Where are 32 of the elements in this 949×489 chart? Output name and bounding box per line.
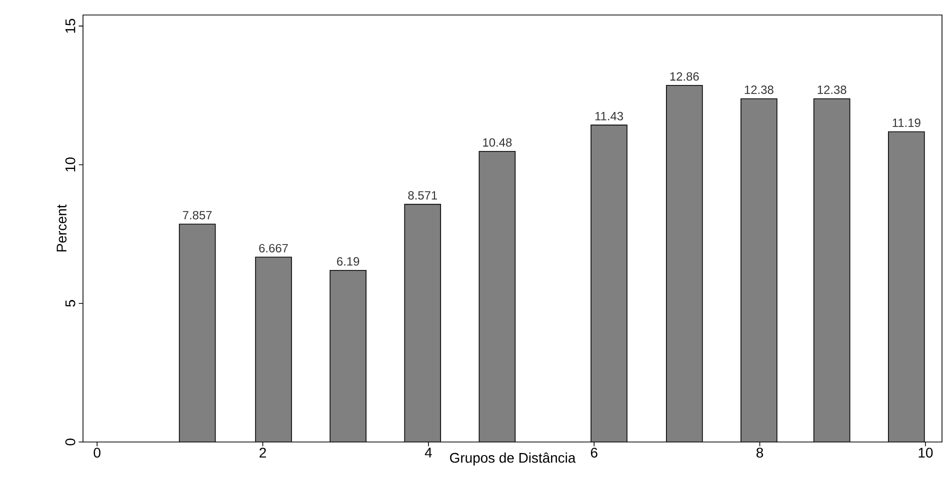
bar bbox=[590, 124, 628, 442]
x-tick-label: 4 bbox=[424, 448, 432, 458]
bar bbox=[255, 256, 292, 442]
bar bbox=[178, 224, 216, 442]
x-tick-label: 2 bbox=[260, 448, 266, 458]
bar bbox=[740, 98, 778, 442]
y-tick-label: 5 bbox=[66, 300, 76, 307]
x-axis-title: Grupos de Distância bbox=[450, 452, 576, 466]
y-axis-title: Percent bbox=[56, 204, 67, 252]
data-label: 8.571 bbox=[408, 191, 438, 200]
bar bbox=[666, 85, 703, 442]
x-tick-label: 8 bbox=[756, 448, 764, 458]
data-label: 6.667 bbox=[259, 244, 288, 252]
bar bbox=[478, 151, 516, 442]
data-label: 6.19 bbox=[337, 257, 360, 266]
data-label: 12.86 bbox=[670, 72, 699, 81]
x-tick-label: 0 bbox=[94, 448, 100, 458]
y-tick-label: 0 bbox=[65, 438, 76, 446]
data-label: 11.43 bbox=[595, 112, 624, 120]
y-tick-label: 15 bbox=[66, 18, 76, 33]
data-label: 12.38 bbox=[818, 86, 846, 94]
data-label: 10.48 bbox=[483, 138, 512, 147]
bar bbox=[330, 270, 366, 442]
bar bbox=[888, 131, 925, 442]
bar bbox=[813, 98, 850, 442]
data-label: 7.857 bbox=[182, 210, 212, 220]
bar bbox=[404, 204, 442, 442]
x-tick-label: 10 bbox=[918, 448, 933, 458]
x-tick-label: 6 bbox=[590, 448, 598, 458]
data-label: 12.38 bbox=[744, 86, 774, 94]
y-tick-label: 10 bbox=[65, 157, 76, 172]
data-label: 11.19 bbox=[892, 118, 920, 127]
